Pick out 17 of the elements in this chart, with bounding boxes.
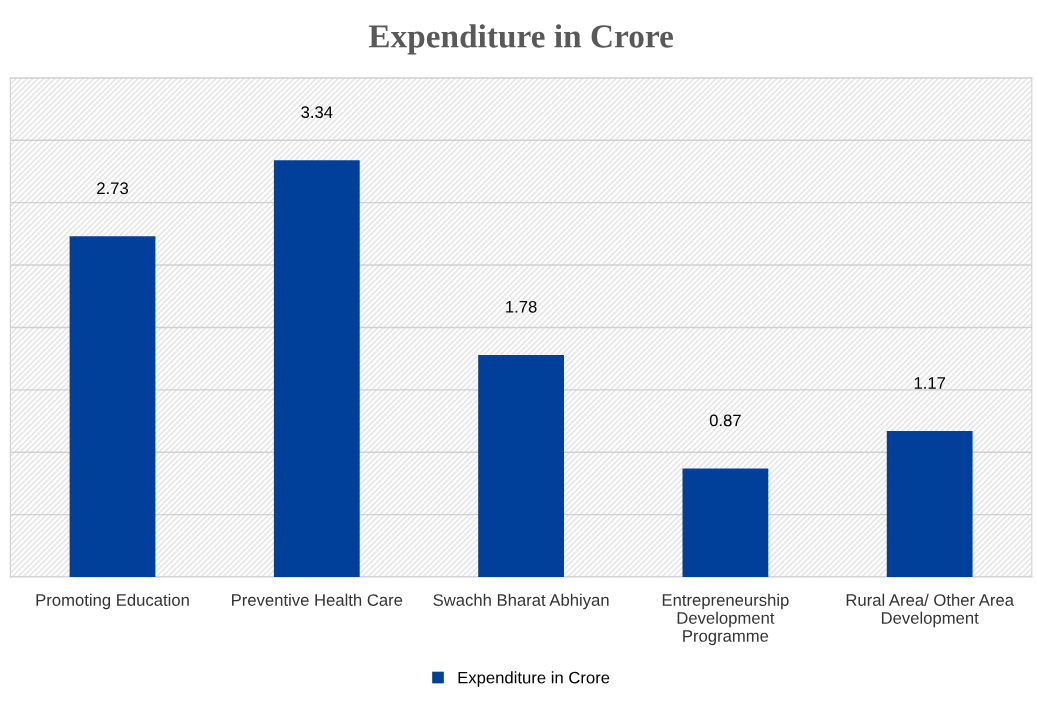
bar bbox=[69, 236, 156, 578]
bar bbox=[682, 468, 769, 578]
x-tick-label: Swachh Bharat Abhiyan bbox=[433, 593, 609, 610]
data-label: 1.78 bbox=[506, 300, 537, 313]
bar bbox=[478, 354, 564, 578]
chart-title: Expenditure in Crore bbox=[368, 24, 674, 55]
x-tick-label: Preventive Health Care bbox=[232, 593, 403, 606]
x-tick-label: Entrepreneurship Development Programme bbox=[662, 593, 789, 646]
legend-label: Expenditure in Crore bbox=[458, 671, 610, 687]
bar bbox=[273, 160, 360, 578]
data-label: 3.34 bbox=[301, 106, 333, 119]
bar bbox=[886, 431, 973, 578]
data-label: 2.73 bbox=[97, 182, 128, 195]
data-label: 0.87 bbox=[709, 414, 741, 427]
data-label: 1.17 bbox=[914, 377, 946, 389]
x-tick-label: Promoting Education bbox=[36, 593, 189, 610]
x-tick-label: Rural Area/ Other Area Development bbox=[846, 593, 1014, 628]
